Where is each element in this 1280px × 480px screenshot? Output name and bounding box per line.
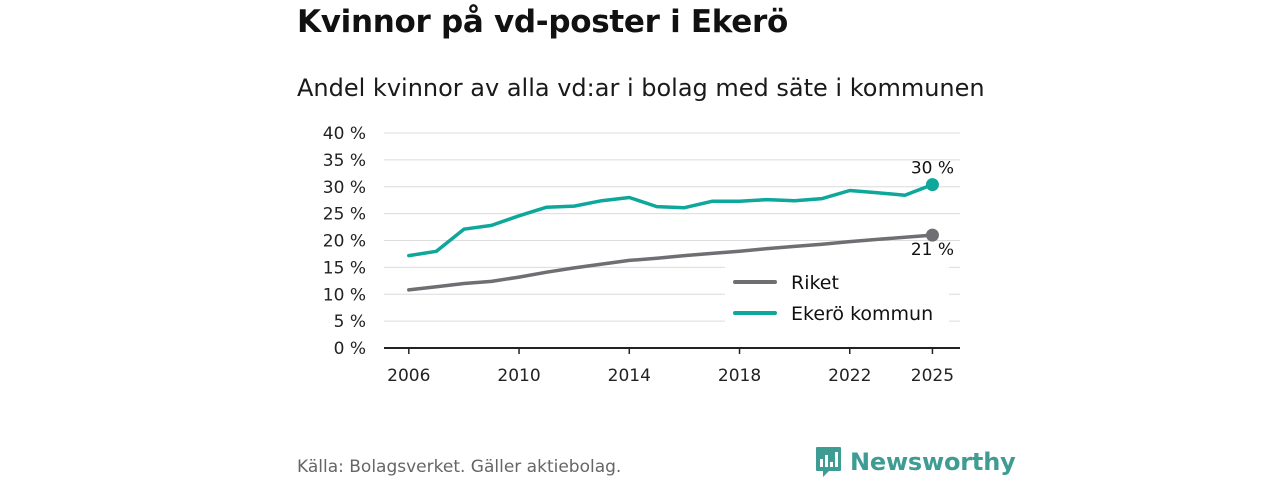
chart-subtitle: Andel kvinnor av alla vd:ar i bolag med … — [297, 74, 985, 102]
y-tick-label: 5 % — [334, 312, 366, 332]
source-note: Källa: Bolagsverket. Gäller aktiebolag. — [297, 457, 622, 477]
data-label-ekero: 30 % — [911, 159, 954, 179]
end-point-riket — [925, 228, 939, 242]
brand-logo[interactable]: Newsworthy — [815, 446, 1016, 478]
data-label-riket: 21 % — [911, 240, 954, 260]
legend-box — [725, 266, 949, 327]
y-tick-label: 25 % — [323, 205, 366, 225]
legend-label-riket: Riket — [791, 272, 839, 294]
series-line-ekero — [407, 182, 935, 258]
brand-name: Newsworthy — [850, 448, 1016, 476]
chart-title: Kvinnor på vd-poster i Ekerö — [297, 4, 788, 40]
newsworthy-logo-icon — [816, 447, 841, 477]
y-tick-label: 10 % — [323, 285, 366, 305]
series-line-riket — [407, 233, 935, 292]
y-tick-label: 15 % — [323, 258, 366, 278]
x-tick-label: 2018 — [718, 366, 761, 386]
x-tick-label: 2006 — [387, 366, 430, 386]
y-tick-label: 40 % — [323, 124, 366, 144]
y-tick-label: 0 % — [334, 339, 366, 359]
y-tick-label: 30 % — [323, 178, 366, 198]
x-tick-label: 2025 — [911, 366, 954, 386]
y-tick-label: 35 % — [323, 151, 366, 171]
legend-label-ekero: Ekerö kommun — [791, 303, 933, 325]
x-tick-label: 2022 — [828, 366, 871, 386]
y-tick-label: 20 % — [323, 232, 366, 252]
x-tick-label: 2014 — [608, 366, 651, 386]
end-point-ekero — [925, 178, 939, 192]
x-tick-label: 2010 — [497, 366, 540, 386]
line-chart: 0 % 5 % 10 % 15 % 20 % 25 % 30 % 35 % 40 % 2006 20… — [323, 124, 960, 386]
